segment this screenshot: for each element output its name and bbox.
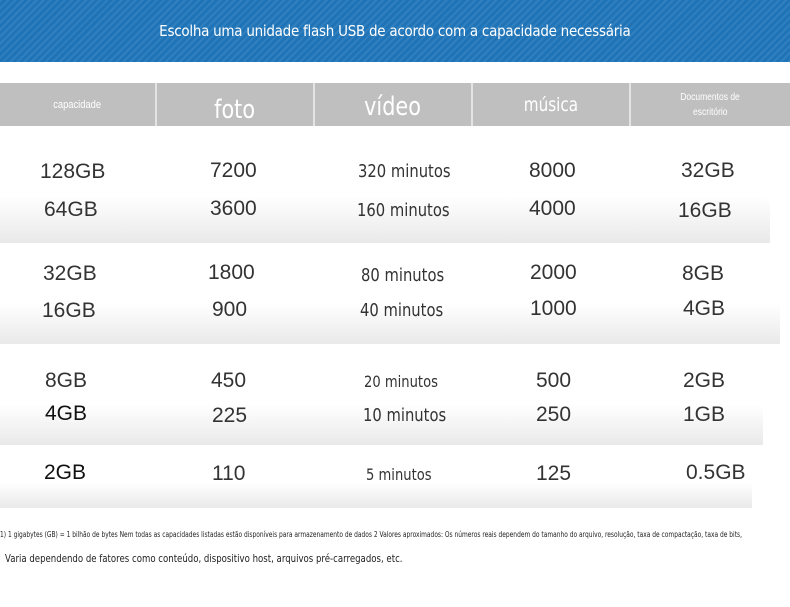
cell-docs: 8GB bbox=[682, 262, 725, 285]
row-group-3 bbox=[0, 344, 763, 445]
cell-capacity: 32GB bbox=[43, 262, 97, 285]
cell-capacity: 64GB bbox=[44, 198, 98, 221]
header-photo: foto bbox=[157, 83, 315, 126]
cell-docs: 16GB bbox=[678, 199, 732, 222]
cell-photo: 1800 bbox=[208, 261, 255, 284]
cell-docs: 0.5GB bbox=[686, 461, 746, 484]
row-group-4 bbox=[0, 445, 752, 508]
footnote-line1: 1) 1 gigabytes (GB) = 1 bilhão de bytes … bbox=[0, 530, 742, 539]
cell-video: 20 minutos bbox=[364, 372, 438, 391]
cell-docs: 1GB bbox=[683, 403, 726, 426]
cell-music: 4000 bbox=[529, 197, 576, 220]
cell-video: 320 minutos bbox=[358, 161, 451, 182]
cell-capacity: 2GB bbox=[44, 461, 87, 484]
header-docs: Documentos de escritório bbox=[631, 83, 790, 126]
header-music-label: música bbox=[523, 93, 579, 116]
cell-photo: 3600 bbox=[210, 197, 257, 220]
cell-music: 1000 bbox=[530, 297, 577, 320]
cell-video: 40 minutos bbox=[360, 300, 444, 321]
cell-docs: 2GB bbox=[683, 369, 726, 392]
cell-music: 8000 bbox=[529, 159, 576, 182]
cell-docs: 32GB bbox=[681, 159, 735, 182]
cell-video: 80 minutos bbox=[361, 265, 445, 286]
cell-video: 160 minutos bbox=[357, 200, 450, 221]
cell-video: 10 minutos bbox=[363, 405, 447, 426]
cell-photo: 110 bbox=[212, 462, 246, 485]
cell-music: 250 bbox=[536, 403, 572, 426]
header-music: música bbox=[473, 83, 631, 126]
cell-music: 2000 bbox=[530, 261, 577, 284]
cell-photo: 225 bbox=[212, 404, 248, 427]
header-docs-line1: Documentos de bbox=[680, 91, 741, 103]
cell-capacity: 4GB bbox=[45, 402, 88, 425]
header-capacity-label: capacidade bbox=[53, 98, 102, 111]
cell-photo: 450 bbox=[211, 369, 247, 392]
footnote-line2: Varia dependendo de fatores como conteúd… bbox=[5, 552, 403, 565]
cell-music: 500 bbox=[536, 369, 572, 392]
cell-music: 125 bbox=[536, 462, 572, 485]
row-group-1 bbox=[0, 126, 770, 243]
cell-capacity: 16GB bbox=[42, 299, 96, 322]
header-docs-line2: escritório bbox=[693, 106, 728, 118]
cell-video: 5 minutos bbox=[366, 465, 432, 484]
header-photo-label: foto bbox=[214, 94, 256, 125]
cell-photo: 900 bbox=[212, 298, 248, 321]
header-video-label: vídeo bbox=[364, 91, 422, 122]
banner: Escolha uma unidade flash USB de acordo … bbox=[0, 0, 790, 62]
cell-docs: 4GB bbox=[683, 297, 726, 320]
header-capacity: capacidade bbox=[0, 83, 157, 126]
cell-capacity: 8GB bbox=[45, 369, 88, 392]
cell-photo: 7200 bbox=[210, 159, 257, 182]
cell-capacity: 128GB bbox=[40, 160, 106, 183]
banner-title: Escolha uma unidade flash USB de acordo … bbox=[159, 22, 631, 40]
table-header: capacidade foto vídeo música Documentos … bbox=[0, 83, 790, 126]
row-group-2 bbox=[0, 243, 780, 344]
header-video: vídeo bbox=[315, 83, 473, 126]
